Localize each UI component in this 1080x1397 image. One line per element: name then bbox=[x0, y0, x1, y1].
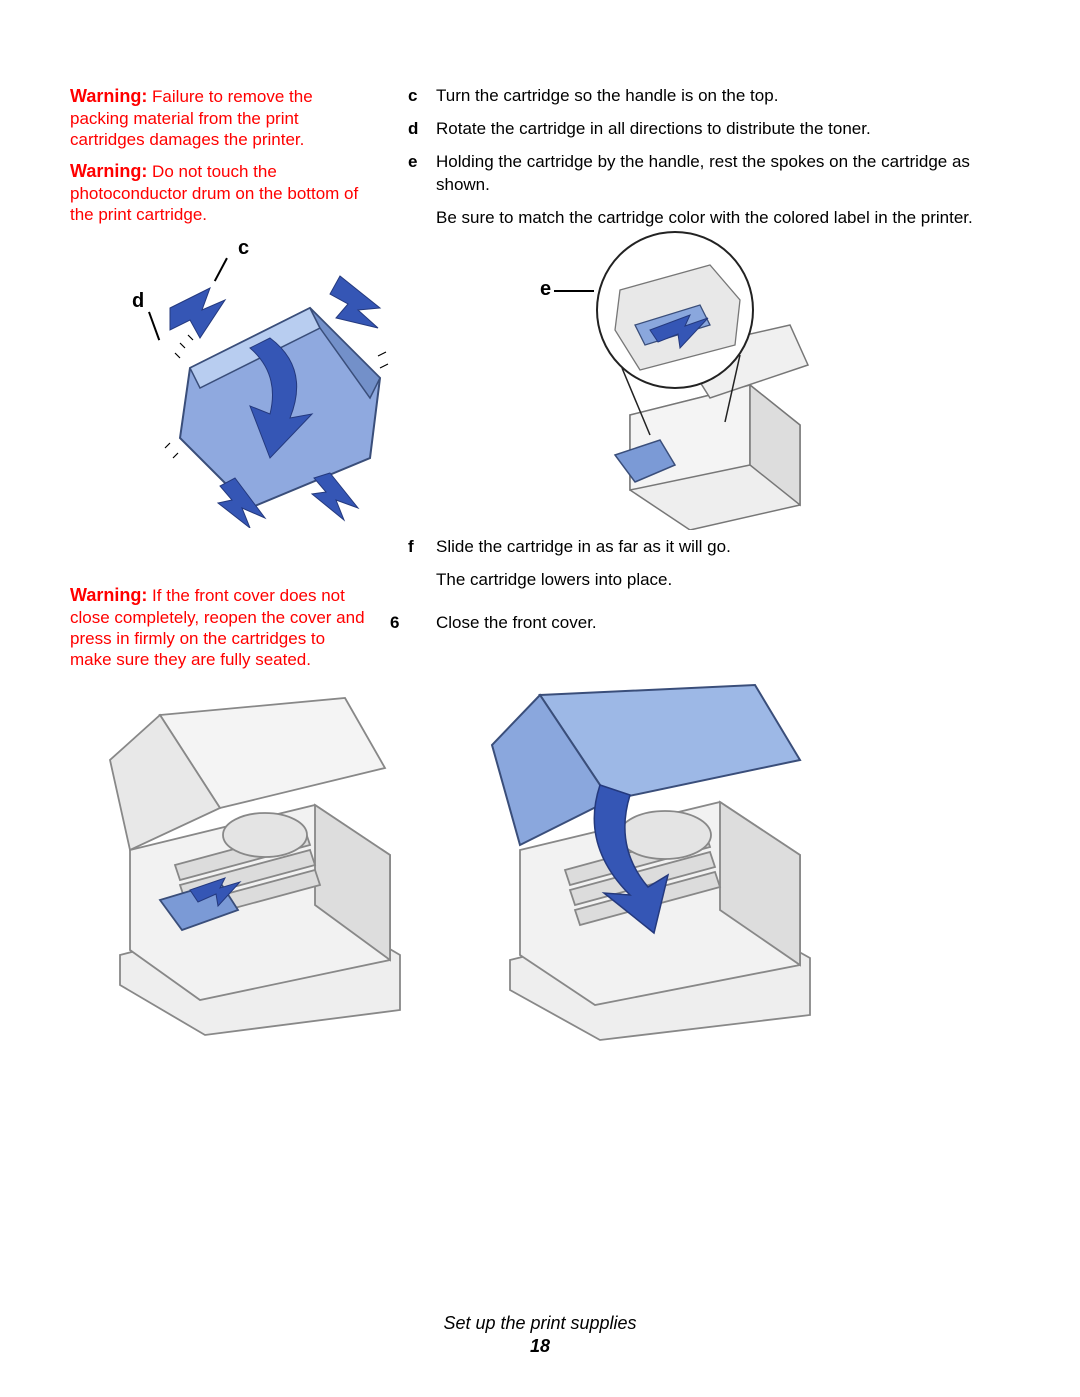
warning-block-bottom: Warning: If the front cover does not clo… bbox=[70, 584, 370, 680]
warning-1: Warning: Failure to remove the packing m… bbox=[70, 85, 370, 150]
footer-title: Set up the print supplies bbox=[0, 1313, 1080, 1334]
figure-insert-cartridge bbox=[540, 230, 840, 530]
step-f: f Slide the cartridge in as far as it wi… bbox=[408, 536, 990, 602]
step-f-line1: Slide the cartridge in as far as it will… bbox=[436, 536, 990, 559]
step-6-letter: 6 bbox=[390, 612, 436, 635]
step-d: d Rotate the cartridge in all directions… bbox=[408, 118, 990, 141]
step-6-text: Close the front cover. bbox=[436, 612, 990, 635]
printer-open-svg bbox=[90, 690, 420, 1040]
warning-3-bold: Warning: bbox=[70, 585, 147, 605]
figure-printer-close bbox=[470, 680, 830, 1050]
step-e-line2: Be sure to match the cartridge color wit… bbox=[436, 207, 990, 230]
step-6: 6 Close the front cover. bbox=[408, 612, 990, 635]
figure-printer-open bbox=[90, 690, 420, 1040]
printer-close-svg bbox=[470, 680, 830, 1050]
step-e-line1: Holding the cartridge by the handle, res… bbox=[436, 151, 990, 197]
warning-2: Warning: Do not touch the photoconductor… bbox=[70, 160, 370, 225]
fig2-label-e: e bbox=[540, 278, 551, 301]
footer-page-number: 18 bbox=[0, 1336, 1080, 1357]
step-e-letter: e bbox=[408, 151, 436, 240]
page-footer: Set up the print supplies 18 bbox=[0, 1313, 1080, 1357]
step-c-text: Turn the cartridge so the handle is on t… bbox=[436, 85, 990, 108]
steps-middle: f Slide the cartridge in as far as it wi… bbox=[408, 536, 990, 645]
insert-cartridge-svg bbox=[540, 230, 840, 530]
step-e-text: Holding the cartridge by the handle, res… bbox=[436, 151, 990, 240]
fig1-label-d: d bbox=[132, 290, 144, 313]
manual-page: Warning: Failure to remove the packing m… bbox=[0, 0, 1080, 1397]
step-d-letter: d bbox=[408, 118, 436, 141]
step-f-letter: f bbox=[408, 536, 436, 602]
step-d-text: Rotate the cartridge in all directions t… bbox=[436, 118, 990, 141]
step-e: e Holding the cartridge by the handle, r… bbox=[408, 151, 990, 240]
step-f-line2: The cartridge lowers into place. bbox=[436, 569, 990, 592]
step-c: c Turn the cartridge so the handle is on… bbox=[408, 85, 990, 108]
figure-cartridge-rotate bbox=[130, 248, 410, 528]
step-f-text: Slide the cartridge in as far as it will… bbox=[436, 536, 990, 602]
steps-top: c Turn the cartridge so the handle is on… bbox=[408, 85, 990, 250]
warning-block-top: Warning: Failure to remove the packing m… bbox=[70, 85, 370, 235]
fig1-label-c: c bbox=[238, 237, 249, 260]
warning-1-bold: Warning: bbox=[70, 86, 147, 106]
step-c-letter: c bbox=[408, 85, 436, 108]
warning-2-bold: Warning: bbox=[70, 161, 147, 181]
cartridge-rotate-svg bbox=[130, 248, 410, 528]
warning-3: Warning: If the front cover does not clo… bbox=[70, 584, 370, 670]
fig2-line-e bbox=[554, 290, 594, 292]
